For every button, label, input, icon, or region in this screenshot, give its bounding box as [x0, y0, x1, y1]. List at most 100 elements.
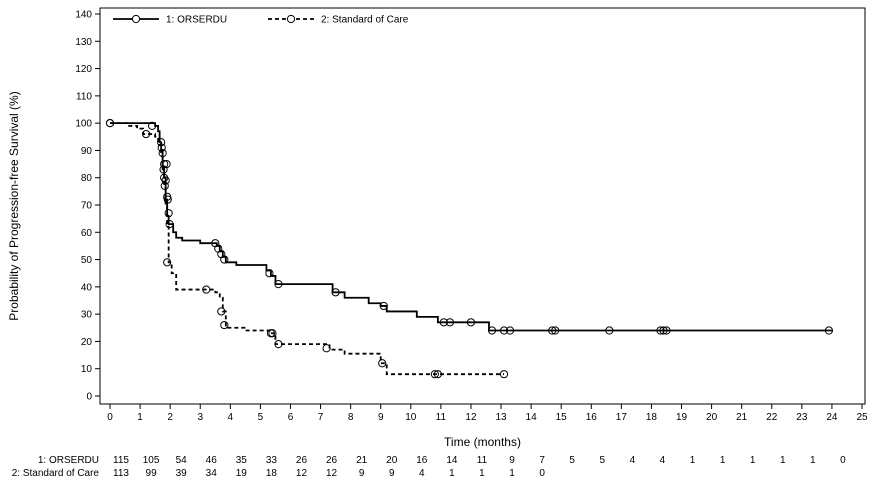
risk-row-label-2: 2: Standard of Care — [12, 468, 100, 479]
censor-mark — [164, 209, 173, 218]
x-tick-label: 12 — [465, 412, 477, 423]
legend-label-1: 1: ORSERDU — [166, 15, 227, 26]
y-axis-title: Probability of Progression-free Survival… — [7, 91, 21, 320]
risk-count: 1 — [509, 468, 515, 479]
risk-count: 99 — [146, 468, 158, 479]
legend-label-2: 2: Standard of Care — [321, 15, 409, 26]
risk-count: 34 — [206, 468, 218, 479]
y-tick-label: 40 — [81, 282, 93, 293]
risk-count: 54 — [176, 455, 188, 466]
risk-count: 0 — [840, 455, 846, 466]
survival-curve-1 — [110, 122, 832, 332]
x-tick-label: 14 — [526, 412, 538, 423]
x-tick-label: 13 — [495, 412, 507, 423]
censor-mark — [605, 326, 614, 335]
risk-count: 1 — [750, 455, 756, 466]
y-tick-label: 10 — [81, 364, 93, 375]
risk-count: 9 — [389, 468, 395, 479]
censor-mark — [466, 318, 476, 327]
survival-curve-2 — [110, 122, 505, 376]
censor-mark — [217, 307, 226, 316]
censor-mark — [268, 329, 277, 338]
risk-row-label-1: 1: ORSERDU — [38, 455, 99, 466]
censor-mark — [656, 326, 665, 335]
risk-count: 4 — [630, 455, 636, 466]
risk-count: 1 — [810, 455, 816, 466]
x-tick-label: 9 — [378, 412, 384, 423]
censor-mark — [163, 258, 172, 267]
risk-count: 39 — [176, 468, 188, 479]
censor-mark — [161, 176, 170, 185]
risk-count: 1 — [720, 455, 726, 466]
y-tick-label: 20 — [81, 337, 93, 348]
risk-count: 1 — [780, 455, 786, 466]
x-tick-label: 4 — [228, 412, 234, 423]
risk-count: 12 — [326, 468, 338, 479]
risk-count: 1 — [449, 468, 455, 479]
censor-mark — [220, 320, 229, 330]
x-tick-label: 17 — [616, 412, 628, 423]
series-layer — [105, 119, 834, 379]
censor-mark — [430, 370, 439, 379]
risk-table: 1: ORSERDU 115 105 54 46 35 33 26 26 21 20 16 14 11 9 7… — [12, 455, 846, 479]
risk-count: 115 — [113, 455, 129, 466]
risk-count: 26 — [326, 455, 338, 466]
censor-mark — [824, 326, 834, 335]
legend-marker-1 — [131, 14, 141, 24]
censor-mark — [445, 318, 455, 327]
y-tick-label: 30 — [81, 310, 93, 321]
y-tick-label: 130 — [75, 37, 92, 48]
censor-mark — [160, 159, 169, 169]
x-tick-label: 10 — [405, 412, 417, 423]
x-tick-label: 25 — [856, 412, 868, 423]
censor-mark — [378, 359, 387, 368]
y-tick-label: 80 — [81, 173, 93, 184]
x-tick-label: 5 — [258, 412, 264, 423]
y-tick-label: 110 — [76, 91, 92, 102]
risk-count: 105 — [143, 455, 160, 466]
risk-count: 5 — [569, 455, 575, 466]
risk-count: 20 — [386, 455, 398, 466]
censor-mark — [220, 255, 229, 264]
risk-count: 0 — [539, 468, 545, 479]
censor-mark — [662, 326, 671, 335]
series-1 — [105, 119, 834, 335]
risk-count: 113 — [113, 468, 129, 479]
x-axis: 0 1 2 3 4 5 6 7 8 9 10 11 12 13 14 15 16 17 18 19 20 21 22 23 24… — [107, 404, 868, 423]
series-2 — [105, 119, 509, 379]
y-tick-label: 100 — [75, 119, 92, 130]
x-tick-label: 15 — [556, 412, 568, 423]
plot-area — [99, 7, 866, 405]
legend-marker-2 — [286, 14, 296, 24]
x-tick-label: 8 — [348, 412, 354, 423]
x-tick-label: 7 — [318, 412, 324, 423]
x-tick-label: 2 — [167, 412, 173, 423]
censor-mark — [505, 326, 515, 335]
risk-count: 19 — [236, 468, 248, 479]
y-tick-label: 60 — [81, 228, 93, 239]
censor-mark — [499, 370, 509, 379]
risk-count: 26 — [296, 455, 308, 466]
y-tick-label: 0 — [86, 392, 92, 403]
censor-mark — [274, 280, 283, 289]
censor-mark — [433, 370, 442, 379]
x-tick-label: 16 — [586, 412, 598, 423]
censor-mark — [105, 119, 115, 128]
risk-count: 14 — [446, 455, 458, 466]
censor-mark — [659, 326, 668, 335]
y-tick-label: 70 — [81, 201, 93, 212]
risk-count: 9 — [509, 455, 515, 466]
plot-frame — [99, 7, 866, 405]
y-tick-label: 50 — [81, 255, 93, 266]
risk-count: 5 — [599, 455, 605, 466]
x-tick-label: 18 — [646, 412, 658, 423]
censor-mark — [548, 326, 557, 335]
y-tick-label: 120 — [75, 64, 92, 75]
x-tick-label: 6 — [288, 412, 294, 423]
risk-count: 12 — [296, 468, 308, 479]
x-tick-label: 3 — [197, 412, 203, 423]
censor-mark — [202, 285, 211, 294]
risk-count: 18 — [266, 468, 278, 479]
censor-mark — [487, 326, 497, 335]
